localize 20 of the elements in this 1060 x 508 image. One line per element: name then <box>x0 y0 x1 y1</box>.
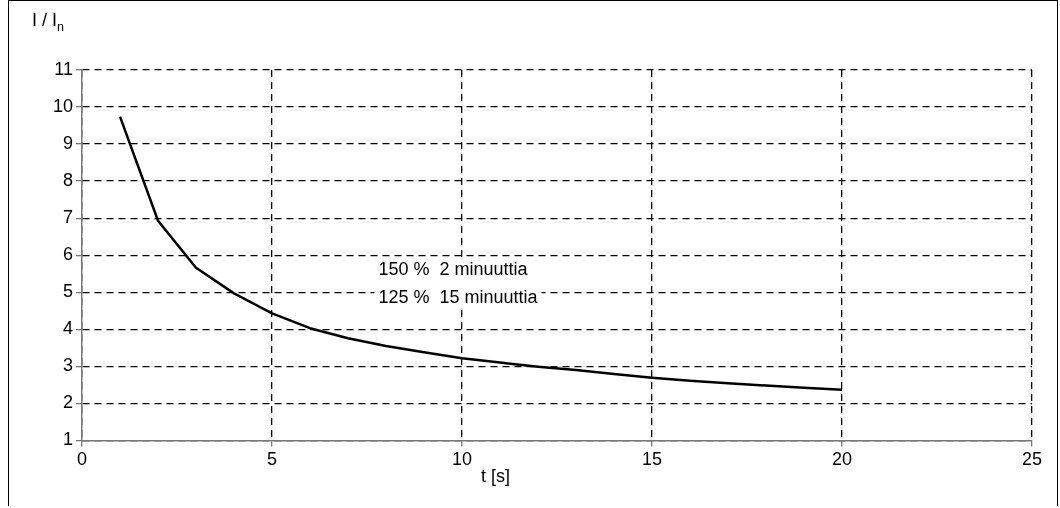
x-tick-label: 0 <box>77 449 88 470</box>
y-tick-label: 1 <box>63 429 74 450</box>
y-tick-label: 2 <box>63 392 74 413</box>
annotation: 125 % 15 minuuttia <box>378 287 539 307</box>
x-axis-title: t [s] <box>481 466 511 486</box>
y-tick-label: 9 <box>63 133 74 154</box>
x-tick-label: 5 <box>267 449 278 470</box>
x-tick-label: 25 <box>1021 449 1043 470</box>
y-tick-label: 6 <box>63 244 74 265</box>
x-tick-label: 20 <box>831 449 853 470</box>
x-tick-label: 15 <box>641 449 663 470</box>
y-tick-label: 5 <box>63 281 74 302</box>
y-tick-label: 11 <box>54 58 74 79</box>
y-tick-label: 3 <box>63 355 74 376</box>
y-tick-label: 10 <box>52 96 74 117</box>
x-tick-label: 10 <box>452 449 473 470</box>
y-tick-label: 8 <box>63 170 74 191</box>
annotation: 150 % 2 minuuttia <box>378 259 529 279</box>
y-tick-label: 7 <box>63 207 74 228</box>
y-tick-label: 4 <box>63 318 74 339</box>
